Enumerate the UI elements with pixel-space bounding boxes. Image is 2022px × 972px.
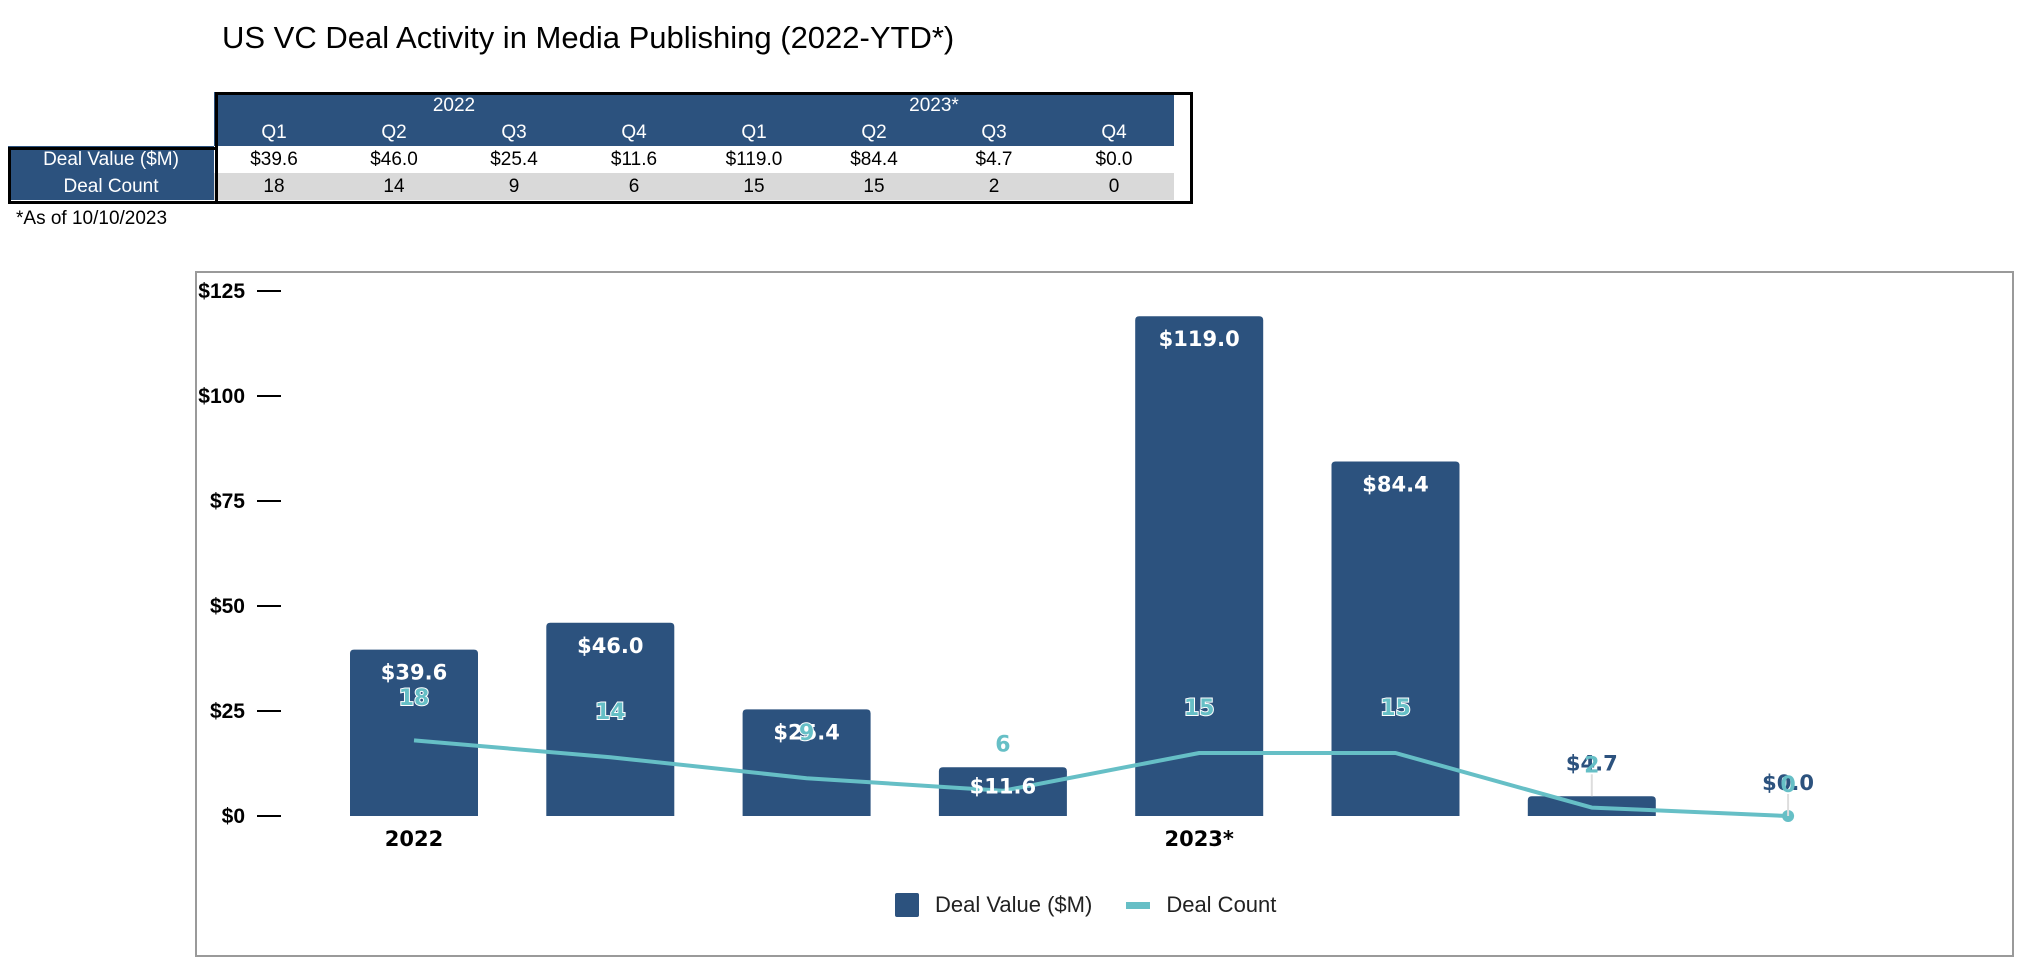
chart-title: US VC Deal Activity in Media Publishing … bbox=[222, 20, 955, 55]
count-value-label: 2 bbox=[1584, 753, 1599, 778]
table-cell: $84.4 bbox=[814, 146, 934, 173]
table-cell: $39.6 bbox=[214, 146, 334, 173]
data-labels: $39.6 $46.0 $25.4 $11.6 $119.0 $84.4 $4.7 $0.0 1… bbox=[381, 327, 1814, 816]
row-label: Deal Count bbox=[8, 173, 214, 200]
table-cell: $25.4 bbox=[454, 146, 574, 173]
y-tick-label: $0 bbox=[222, 805, 245, 828]
quarter-header: Q2 bbox=[334, 119, 454, 146]
quarter-header: Q4 bbox=[1054, 119, 1174, 146]
count-value-label: 18 bbox=[399, 686, 430, 711]
quarter-header: Q1 bbox=[694, 119, 814, 146]
year-header-2023: 2023* bbox=[694, 92, 1174, 119]
bar-series bbox=[350, 316, 1656, 816]
y-tick-label: $100 bbox=[198, 385, 245, 408]
table-cell: 18 bbox=[214, 173, 334, 200]
quarter-header-row: Q1 Q2 Q3 Q4 Q1 Q2 Q3 Q4 bbox=[8, 119, 1174, 146]
y-axis: $0 $25 $50 $75 $100 $125 bbox=[198, 280, 281, 828]
bar bbox=[1135, 316, 1264, 816]
count-value-label: 0 bbox=[1780, 773, 1795, 798]
table-cell: $11.6 bbox=[574, 146, 694, 173]
quarter-header: Q3 bbox=[454, 119, 574, 146]
table-cell: $119.0 bbox=[694, 146, 814, 173]
table-cell: 0 bbox=[1054, 173, 1174, 200]
bar-value-label: $46.0 bbox=[577, 634, 643, 658]
row-label: Deal Value ($M) bbox=[8, 146, 214, 173]
bar bbox=[546, 622, 675, 816]
bar bbox=[1331, 461, 1460, 816]
table-cell: 6 bbox=[574, 173, 694, 200]
table-row-deal-count: Deal Count 18 14 9 6 15 15 2 0 bbox=[8, 173, 1174, 200]
quarter-header: Q3 bbox=[934, 119, 1054, 146]
table-cell: $0.0 bbox=[1054, 146, 1174, 173]
quarter-header: Q1 bbox=[214, 119, 334, 146]
bar bbox=[350, 649, 478, 816]
corner-cell bbox=[8, 92, 214, 119]
deal-count-line bbox=[413, 738, 1789, 818]
quarter-header: Q4 bbox=[574, 119, 694, 146]
table-cell: 9 bbox=[454, 173, 574, 200]
bar-value-label: $84.4 bbox=[1362, 473, 1428, 497]
summary-table: 2022 2023* Q1 Q2 Q3 Q4 Q1 Q2 Q3 Q4 Deal … bbox=[8, 92, 1174, 200]
footnote: *As of 10/10/2023 bbox=[16, 208, 168, 229]
bar-value-label: $4.7 bbox=[1566, 751, 1618, 775]
x-category-label: 2022 bbox=[385, 827, 443, 851]
bar-value-label: $0.0 bbox=[1762, 771, 1814, 795]
y-tick-label: $75 bbox=[210, 490, 245, 513]
table-cell: $46.0 bbox=[334, 146, 454, 173]
count-value-label: 9 bbox=[799, 721, 814, 746]
count-value-label: 6 bbox=[995, 732, 1010, 757]
y-tick-label: $50 bbox=[210, 595, 245, 618]
legend-swatch-deal-value bbox=[895, 893, 919, 917]
chart-frame bbox=[195, 271, 2014, 957]
year-header-row: 2022 2023* bbox=[8, 92, 1174, 119]
y-tick-label: $125 bbox=[198, 280, 245, 303]
legend-label-deal-count: Deal Count bbox=[1166, 892, 1277, 917]
table-row-deal-value: Deal Value ($M) $39.6 $46.0 $25.4 $11.6 … bbox=[8, 146, 1174, 173]
legend-swatch-deal-count bbox=[1126, 901, 1151, 909]
table-cell: 15 bbox=[694, 173, 814, 200]
count-value-label: 15 bbox=[1380, 696, 1411, 721]
bar-value-label: $119.0 bbox=[1159, 327, 1240, 351]
legend: Deal Value ($M) Deal Count bbox=[895, 892, 1276, 918]
corner-cell bbox=[8, 119, 214, 146]
bar-value-label: $11.6 bbox=[970, 774, 1036, 798]
count-value-label: 14 bbox=[595, 700, 626, 725]
table-cell: $4.7 bbox=[934, 146, 1054, 173]
year-header-2022: 2022 bbox=[214, 92, 694, 119]
quarter-header: Q2 bbox=[814, 119, 934, 146]
x-category-label: 2023* bbox=[1164, 827, 1233, 851]
table-cell: 15 bbox=[814, 173, 934, 200]
table-cell: 2 bbox=[934, 173, 1054, 200]
bar-value-label: $39.6 bbox=[381, 661, 447, 685]
y-tick-label: $25 bbox=[210, 700, 245, 723]
x-axis: 2022 2023* bbox=[385, 827, 1234, 851]
table-cell: 14 bbox=[334, 173, 454, 200]
count-value-label: 15 bbox=[1184, 696, 1215, 721]
bar-value-label: $25.4 bbox=[773, 720, 839, 744]
legend-label-deal-value: Deal Value ($M) bbox=[935, 892, 1093, 917]
bar bbox=[742, 709, 871, 816]
